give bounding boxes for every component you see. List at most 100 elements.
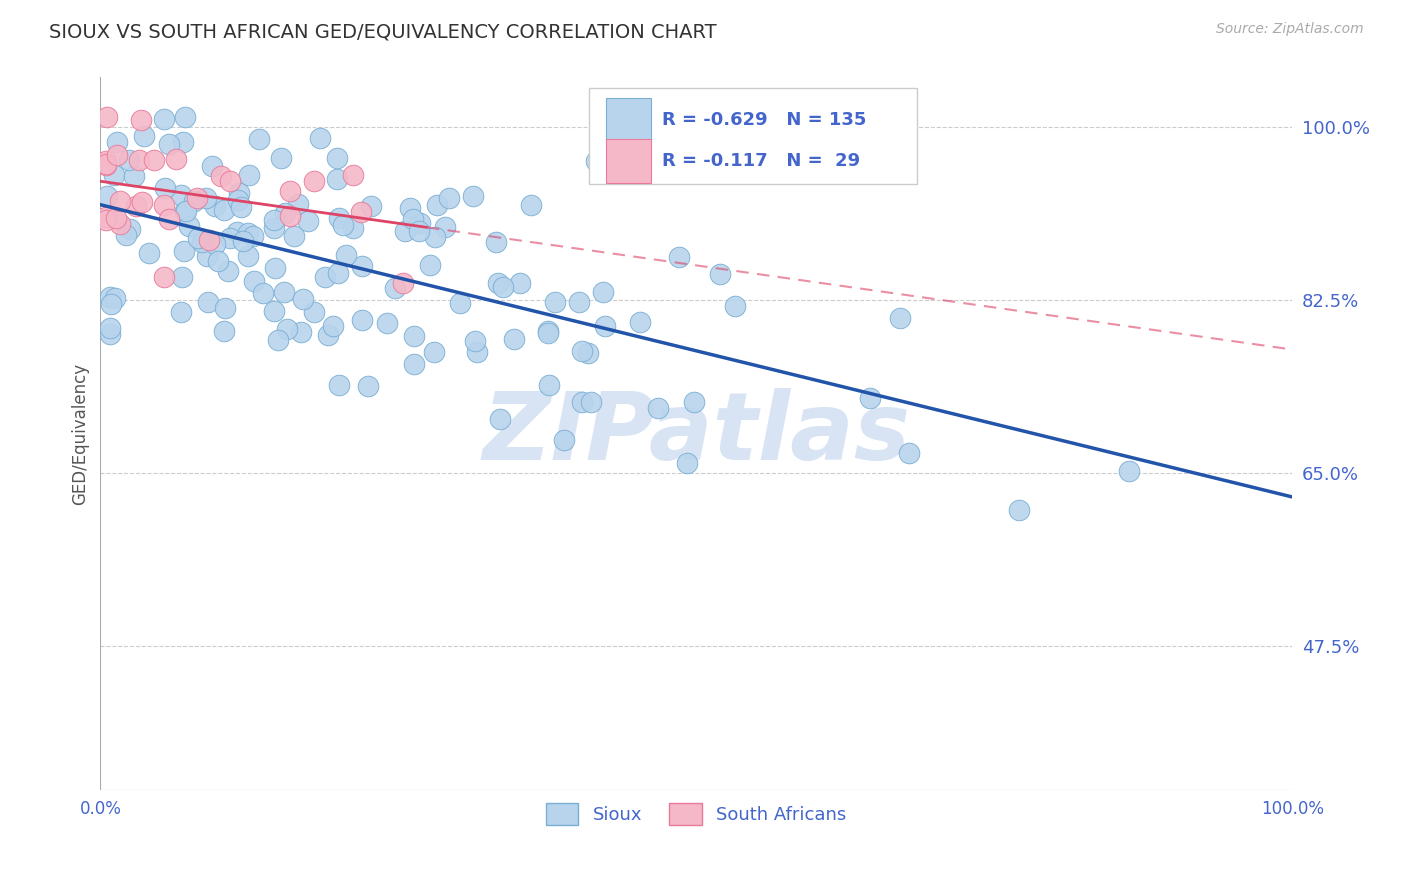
Point — [263, 221, 285, 235]
Point — [108, 217, 131, 231]
Point — [423, 230, 446, 244]
Point — [209, 169, 232, 183]
Point — [157, 212, 180, 227]
Point — [201, 160, 224, 174]
Point — [118, 222, 141, 236]
Point — [668, 251, 690, 265]
Point — [105, 211, 128, 225]
Point — [394, 225, 416, 239]
Point — [129, 112, 152, 127]
Point — [122, 169, 145, 183]
Point — [485, 235, 508, 250]
Text: Source: ZipAtlas.com: Source: ZipAtlas.com — [1216, 22, 1364, 37]
Point — [96, 157, 118, 171]
Point — [538, 378, 561, 392]
Point — [537, 326, 560, 340]
Point — [709, 268, 731, 282]
Point — [238, 169, 260, 183]
Point — [326, 151, 349, 165]
Point — [309, 131, 332, 145]
Point — [302, 305, 325, 319]
Point — [194, 191, 217, 205]
Point — [404, 329, 426, 343]
Point — [187, 230, 209, 244]
Point — [592, 285, 614, 299]
Point — [226, 225, 249, 239]
Point — [276, 321, 298, 335]
Point — [105, 135, 128, 149]
Text: ZIPatlas: ZIPatlas — [482, 388, 910, 480]
Point — [204, 199, 226, 213]
Point — [264, 261, 287, 276]
Point — [314, 270, 336, 285]
Point — [398, 201, 420, 215]
Point — [357, 378, 380, 392]
Point — [247, 132, 270, 146]
Point — [96, 158, 118, 172]
FancyBboxPatch shape — [606, 98, 651, 142]
Text: R = -0.117   N =  29: R = -0.117 N = 29 — [662, 153, 860, 170]
Point — [267, 333, 290, 347]
Point — [105, 147, 128, 161]
Point — [103, 168, 125, 182]
Point — [384, 280, 406, 294]
Point — [889, 310, 911, 325]
Point — [228, 186, 250, 200]
Point — [186, 191, 208, 205]
Point — [98, 326, 121, 341]
Point — [212, 324, 235, 338]
Text: R = -0.629   N = 135: R = -0.629 N = 135 — [662, 112, 866, 129]
Point — [115, 228, 138, 243]
Point — [128, 153, 150, 167]
Point — [422, 344, 444, 359]
Point — [132, 129, 155, 144]
Point — [108, 194, 131, 208]
Point — [297, 214, 319, 228]
Point — [229, 200, 252, 214]
Point — [212, 203, 235, 218]
Point — [238, 249, 260, 263]
Point — [165, 152, 187, 166]
Point — [118, 153, 141, 167]
Point — [104, 291, 127, 305]
Point — [226, 193, 249, 207]
Point — [724, 300, 747, 314]
Point — [1008, 503, 1031, 517]
Point — [207, 254, 229, 268]
Point — [326, 172, 349, 186]
Point — [1118, 464, 1140, 478]
Point — [585, 153, 607, 168]
Point — [544, 294, 567, 309]
Point — [153, 112, 176, 126]
Point — [138, 246, 160, 260]
Point — [520, 197, 543, 211]
Point — [274, 206, 297, 220]
Point — [350, 204, 373, 219]
Point — [409, 216, 432, 230]
Point — [326, 266, 349, 280]
Point — [676, 456, 699, 470]
Point — [183, 194, 205, 209]
Point — [143, 153, 166, 167]
Point — [437, 191, 460, 205]
Point — [290, 325, 312, 339]
Point — [465, 344, 488, 359]
Point — [434, 220, 457, 235]
Point — [242, 274, 264, 288]
Point — [170, 188, 193, 202]
Point — [98, 290, 121, 304]
Point — [287, 197, 309, 211]
Point — [96, 110, 118, 124]
Point — [683, 394, 706, 409]
Point — [270, 151, 292, 165]
Point — [897, 446, 920, 460]
Point — [263, 303, 285, 318]
Point — [170, 270, 193, 285]
Point — [360, 199, 382, 213]
Point — [96, 154, 118, 169]
Point — [238, 226, 260, 240]
Point — [96, 211, 118, 225]
Point — [342, 220, 364, 235]
Point — [252, 286, 274, 301]
Point — [489, 412, 512, 426]
